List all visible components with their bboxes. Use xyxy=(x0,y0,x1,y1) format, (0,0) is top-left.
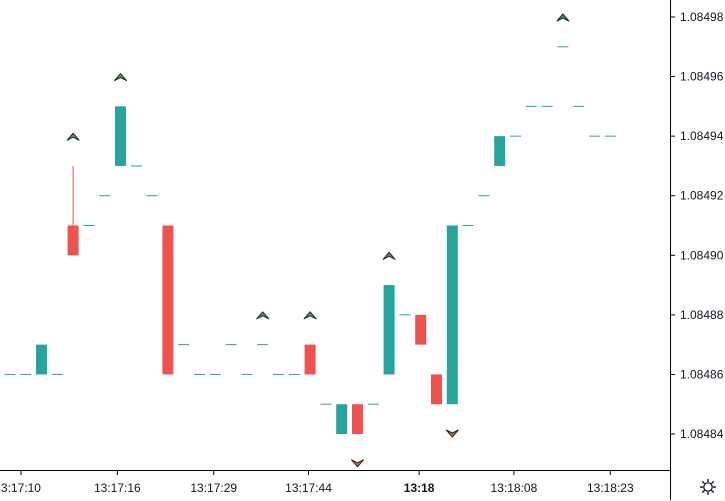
buy-signal-marker xyxy=(256,311,270,320)
buy-signal-marker xyxy=(66,132,80,141)
candles-layer xyxy=(4,46,616,434)
settings-gear-button[interactable] xyxy=(699,478,717,496)
gear-icon xyxy=(699,478,717,496)
price-tick-label: 1.08490 xyxy=(680,248,724,262)
candle-body xyxy=(431,374,442,405)
candle xyxy=(383,285,395,375)
time-tick-label: 13:17:16 xyxy=(94,481,141,495)
candle xyxy=(352,404,363,434)
time-tick-label: 13:17:44 xyxy=(285,481,332,495)
price-tick-label: 1.08492 xyxy=(680,189,724,203)
candle-body xyxy=(446,225,458,405)
price-tick-label: 1.08494 xyxy=(680,129,724,143)
sell-signal-marker xyxy=(445,429,459,438)
candle xyxy=(162,225,174,375)
candle-body xyxy=(67,225,79,256)
candle xyxy=(304,344,316,375)
buy-signal-marker xyxy=(303,311,317,320)
candle-body xyxy=(415,314,427,345)
price-tick-label: 1.08488 xyxy=(680,308,724,322)
price-tick-label: 1.08496 xyxy=(680,70,724,84)
buy-signal-marker xyxy=(114,73,127,82)
buy-signal-marker xyxy=(382,251,396,260)
candle xyxy=(115,106,126,166)
candle-body xyxy=(162,225,174,375)
price-tick-label: 1.08484 xyxy=(680,427,724,441)
time-scale[interactable]: 3:17:10 13:17:16 13:17:29 13:17:44 13:18 13:1… xyxy=(1,470,634,495)
sell-signal-marker xyxy=(351,459,364,468)
candle xyxy=(336,404,348,434)
price-tick-label: 1.08498 xyxy=(680,10,724,24)
candle xyxy=(446,225,458,405)
time-tick-label: 13:17:29 xyxy=(190,481,237,495)
candle-body xyxy=(383,285,395,375)
time-tick-label: 13:18:23 xyxy=(587,481,634,495)
candle-body xyxy=(304,344,316,375)
buy-signal-marker xyxy=(556,13,570,22)
candle-body xyxy=(36,344,47,375)
candle xyxy=(36,344,47,375)
signal-markers-layer xyxy=(66,13,570,468)
candle xyxy=(431,374,442,405)
price-tick-label: 1.08486 xyxy=(680,367,724,381)
price-scale[interactable]: 1.08484 1.08486 1.08488 1.08490 1.08492 1.084… xyxy=(670,10,724,441)
axes-layer xyxy=(0,0,671,500)
candle xyxy=(415,314,427,345)
candle-body xyxy=(352,404,363,434)
time-tick-label: 3:17:10 xyxy=(1,481,41,495)
candle xyxy=(494,136,506,166)
time-tick-label: 13:18:08 xyxy=(491,481,538,495)
candle xyxy=(67,165,79,256)
candle-body xyxy=(115,106,126,166)
time-tick-label: 13:18 xyxy=(404,481,435,495)
candle-body xyxy=(336,404,348,434)
candle-body xyxy=(494,136,506,166)
